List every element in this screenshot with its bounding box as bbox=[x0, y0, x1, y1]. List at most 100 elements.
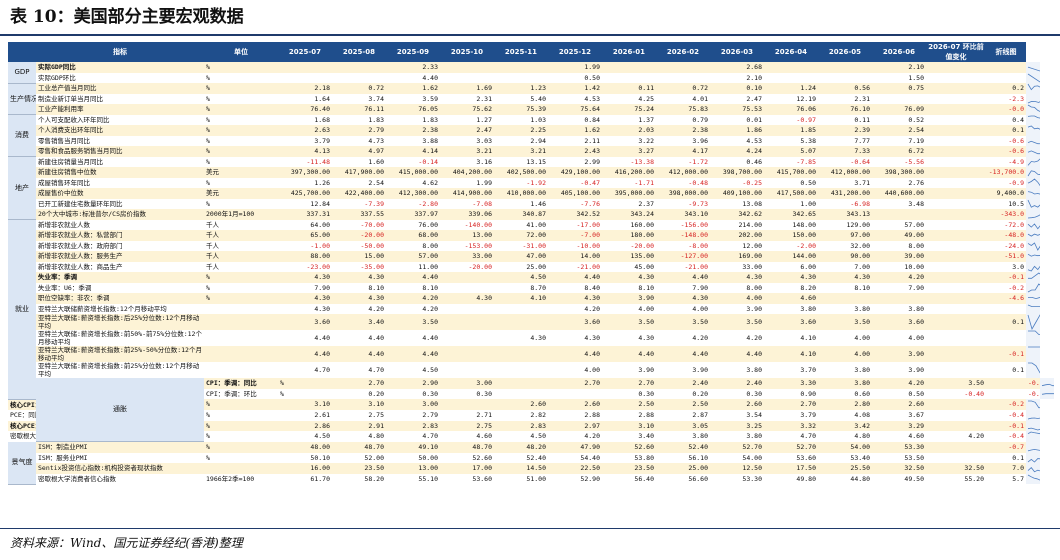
value-cell: 2.18 bbox=[278, 83, 332, 94]
value-cell: 414,900.00 bbox=[440, 188, 494, 199]
value-cell: 0.01 bbox=[710, 114, 764, 125]
sparkline-chart bbox=[1027, 254, 1040, 257]
value-cell: 4.40 bbox=[386, 272, 440, 283]
value-cell: 2.99 bbox=[548, 156, 602, 167]
sparkline-cell bbox=[1026, 125, 1040, 136]
value-cell: 1.69 bbox=[440, 83, 494, 94]
value-cell: 2.68 bbox=[710, 62, 764, 73]
value-cell: -10.00 bbox=[548, 240, 602, 251]
value-cell bbox=[872, 93, 926, 104]
value-cell: 17.50 bbox=[764, 463, 818, 474]
value-cell: 3.00 bbox=[386, 399, 440, 410]
sparkline-chart bbox=[1027, 100, 1040, 104]
value-cell: 2.50 bbox=[656, 399, 710, 410]
sparkline-cell bbox=[1026, 167, 1040, 178]
value-cell: -13.38 bbox=[602, 156, 656, 167]
value-cell: 4.00 bbox=[818, 330, 872, 346]
value-cell: 129.00 bbox=[818, 219, 872, 230]
value-cell: 76.10 bbox=[818, 104, 872, 115]
table-row: 就业 新增非农就业人数 千人 64.00 -70.00 76.00 -140.00 41.00… bbox=[8, 219, 1054, 400]
value-cell bbox=[440, 72, 494, 83]
value-cell-2026-07 bbox=[926, 399, 986, 410]
value-cell: 4.13 bbox=[278, 146, 332, 157]
value-cell bbox=[494, 62, 548, 73]
change-cell bbox=[986, 303, 1026, 314]
value-cell: 2.11 bbox=[548, 135, 602, 146]
indicator-name: 新建住房销售中位数 bbox=[36, 167, 204, 178]
sparkline bbox=[1027, 170, 1040, 177]
value-cell: 3.88 bbox=[386, 135, 440, 146]
value-cell: 2.86 bbox=[278, 420, 332, 431]
sparkline-chart bbox=[1041, 384, 1054, 387]
value-cell: 337.31 bbox=[278, 209, 332, 220]
value-cell: 3.80 bbox=[818, 362, 872, 378]
value-cell: 48.00 bbox=[278, 441, 332, 453]
value-cell: -20.00 bbox=[440, 261, 494, 272]
value-cell: 2.47 bbox=[440, 125, 494, 136]
value-cell: 3.30 bbox=[764, 378, 818, 389]
indicator-name: 工业产能利用率 bbox=[36, 104, 204, 115]
value-cell: 3.22 bbox=[602, 135, 656, 146]
value-cell: 3.80 bbox=[818, 303, 872, 314]
sparkline-chart bbox=[1027, 474, 1040, 481]
value-cell bbox=[494, 388, 548, 399]
value-cell: 2.47 bbox=[710, 93, 764, 104]
value-cell: 1.46 bbox=[494, 198, 548, 209]
value-cell: 4.60 bbox=[872, 431, 926, 442]
value-cell: 4.01 bbox=[656, 93, 710, 104]
category-cell: 就业 bbox=[8, 219, 36, 400]
value-cell-2026-07: 55.20 bbox=[926, 473, 986, 484]
value-cell: 4.30 bbox=[656, 293, 710, 304]
value-cell: -21.00 bbox=[656, 261, 710, 272]
value-cell: 2.71 bbox=[440, 410, 494, 421]
sparkline-chart bbox=[1027, 214, 1040, 219]
header-month: 2025-09 bbox=[386, 42, 440, 62]
value-cell: 4.40 bbox=[332, 330, 386, 346]
sparkline-cell bbox=[1026, 410, 1040, 421]
value-cell: 12.50 bbox=[710, 463, 764, 474]
value-cell bbox=[332, 72, 386, 83]
indicator-name: 失业率：U6：季调 bbox=[36, 282, 204, 293]
value-cell: -0.40 bbox=[926, 388, 986, 399]
change-cell: 0.1 bbox=[986, 125, 1026, 136]
value-cell: -0.48 bbox=[656, 177, 710, 188]
table-row: 通胀 CPI：季调：同比% 2.70 2.90 3.00 2.70 2.70 2.40 2.40… bbox=[8, 378, 1054, 442]
value-cell: -8.00 bbox=[656, 240, 710, 251]
change-cell: -0.7 bbox=[986, 441, 1026, 453]
value-cell bbox=[494, 303, 548, 314]
table-row: 零售销售当月同比% 3.79 4.73 3.88 3.03 2.94 2.11 3.22 3.9… bbox=[8, 135, 1054, 146]
sparkline-cell bbox=[1026, 177, 1040, 188]
value-cell: 4.00 bbox=[818, 346, 872, 362]
value-cell bbox=[440, 399, 494, 410]
value-cell: 3.10 bbox=[332, 399, 386, 410]
value-cell-2026-07 bbox=[926, 219, 986, 230]
unit-cell: % bbox=[204, 83, 278, 94]
value-cell: 398,300.00 bbox=[872, 167, 926, 178]
value-cell: 3.79 bbox=[764, 410, 818, 421]
sparkline-chart bbox=[1027, 427, 1040, 431]
value-cell: 402,500.00 bbox=[494, 167, 548, 178]
sparkline-cell bbox=[1026, 114, 1040, 125]
value-cell: 2.61 bbox=[278, 410, 332, 421]
unit-cell: % bbox=[204, 272, 278, 283]
unit-cell bbox=[204, 346, 278, 362]
value-cell: 397,300.00 bbox=[278, 167, 332, 178]
value-cell: 8.70 bbox=[494, 282, 548, 293]
value-cell: 1.00 bbox=[764, 198, 818, 209]
unit-cell: % bbox=[204, 282, 278, 293]
value-cell: 7.90 bbox=[656, 282, 710, 293]
value-cell: 0.72 bbox=[656, 83, 710, 94]
value-cell: 417,900.00 bbox=[332, 167, 386, 178]
value-cell: 0.52 bbox=[872, 114, 926, 125]
change-cell: -4.9 bbox=[986, 156, 1026, 167]
value-cell: 4.53 bbox=[710, 135, 764, 146]
value-cell: 45.00 bbox=[602, 261, 656, 272]
indicator-name: ISM：制造业PMI bbox=[36, 441, 204, 453]
table-row: 亚特兰大联储:薪资增长指数:前50%-前75%分位数:12个月移动平均 4.40 4… bbox=[8, 330, 1054, 346]
header-change: 2026-07 环比前值变化 bbox=[926, 42, 986, 62]
value-cell: 4.40 bbox=[386, 330, 440, 346]
sparkline-cell bbox=[1026, 219, 1040, 230]
value-cell: 4.50 bbox=[494, 431, 548, 442]
value-cell: 3.42 bbox=[818, 420, 872, 431]
unit-cell: 2000年1月=100 bbox=[204, 209, 278, 220]
